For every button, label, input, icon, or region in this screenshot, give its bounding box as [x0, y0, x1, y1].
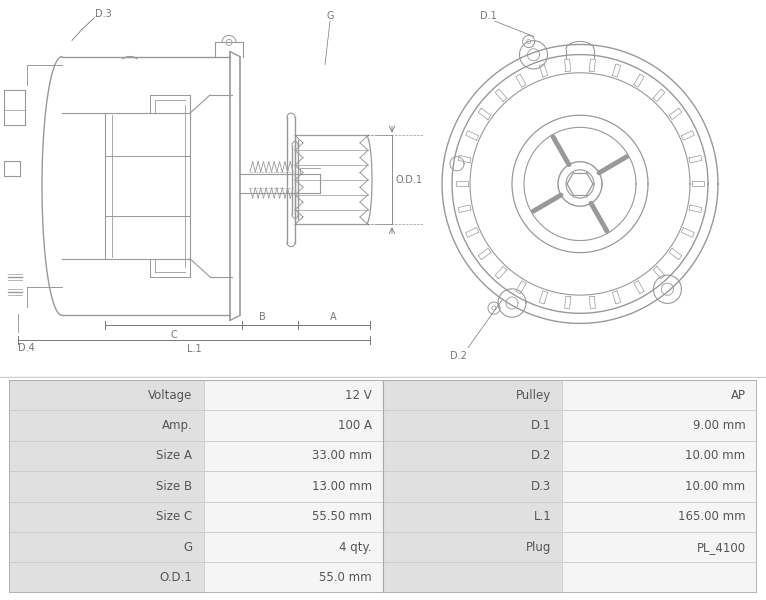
Bar	[562, 502, 757, 532]
Bar	[562, 532, 757, 562]
Text: L.1: L.1	[533, 510, 552, 523]
Text: D.1: D.1	[480, 11, 496, 21]
Bar	[562, 471, 757, 502]
Bar	[9, 410, 204, 440]
Text: D.2: D.2	[531, 449, 552, 463]
Bar	[204, 410, 383, 440]
Text: 55.50 mm: 55.50 mm	[312, 510, 372, 523]
Text: Amp.: Amp.	[162, 419, 192, 432]
Text: G: G	[183, 541, 192, 554]
Bar	[204, 562, 383, 593]
Text: D.3: D.3	[95, 9, 112, 19]
Text: 12 V: 12 V	[345, 389, 372, 401]
Bar	[383, 440, 562, 471]
Bar	[383, 532, 562, 562]
Text: AP: AP	[731, 389, 745, 401]
Bar	[9, 440, 204, 471]
Text: O.D.1: O.D.1	[395, 175, 422, 185]
Text: PL_4100: PL_4100	[696, 541, 745, 554]
Bar	[383, 410, 562, 440]
Text: Size A: Size A	[156, 449, 192, 463]
Text: 9.00 mm: 9.00 mm	[692, 419, 745, 432]
Bar	[383, 502, 562, 532]
Text: O.D.1: O.D.1	[159, 571, 192, 584]
Text: C: C	[171, 329, 178, 340]
Bar	[204, 440, 383, 471]
Text: Size B: Size B	[156, 480, 192, 493]
Text: 55.0 mm: 55.0 mm	[319, 571, 372, 584]
Text: 10.00 mm: 10.00 mm	[686, 480, 745, 493]
Text: 33.00 mm: 33.00 mm	[312, 449, 372, 463]
Bar	[562, 380, 757, 410]
Text: 10.00 mm: 10.00 mm	[686, 449, 745, 463]
Bar	[383, 562, 562, 593]
Text: Pulley: Pulley	[516, 389, 552, 401]
Text: 13.00 mm: 13.00 mm	[312, 480, 372, 493]
Text: D.2: D.2	[450, 351, 466, 361]
Bar	[9, 380, 204, 410]
Bar	[204, 532, 383, 562]
Bar	[9, 471, 204, 502]
Bar	[562, 562, 757, 593]
Bar	[204, 380, 383, 410]
Text: D.4: D.4	[18, 343, 34, 353]
Bar	[204, 471, 383, 502]
Text: Voltage: Voltage	[148, 389, 192, 401]
Text: 165.00 mm: 165.00 mm	[678, 510, 745, 523]
Text: Size C: Size C	[156, 510, 192, 523]
Text: G: G	[326, 11, 334, 21]
Text: B: B	[259, 313, 265, 322]
Text: A: A	[329, 313, 336, 322]
Bar	[562, 440, 757, 471]
Bar	[383, 471, 562, 502]
Bar	[204, 502, 383, 532]
Bar	[9, 532, 204, 562]
Text: 4 qty.: 4 qty.	[339, 541, 372, 554]
Text: D.3: D.3	[531, 480, 552, 493]
Text: D.1: D.1	[531, 419, 552, 432]
Text: Plug: Plug	[525, 541, 552, 554]
Bar	[9, 562, 204, 593]
Bar	[9, 502, 204, 532]
Text: 100 A: 100 A	[338, 419, 372, 432]
Bar	[383, 380, 562, 410]
Bar	[562, 410, 757, 440]
Text: L.1: L.1	[187, 344, 201, 353]
